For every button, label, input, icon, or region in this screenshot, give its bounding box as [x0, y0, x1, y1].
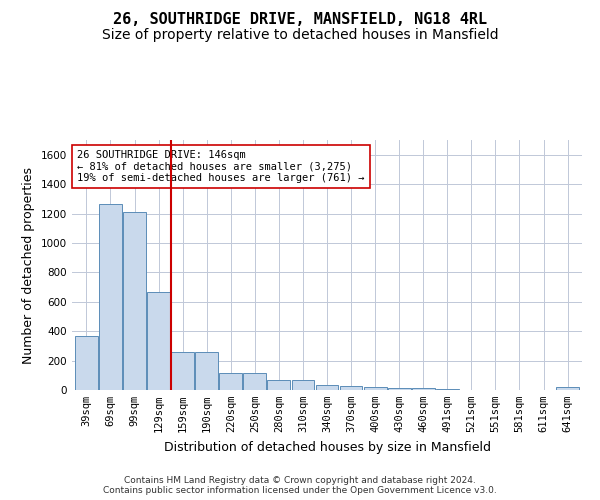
Bar	[244, 373, 266, 390]
Bar	[316, 385, 338, 390]
Text: 26, SOUTHRIDGE DRIVE, MANSFIELD, NG18 4RL: 26, SOUTHRIDGE DRIVE, MANSFIELD, NG18 4R…	[113, 12, 487, 28]
Bar	[340, 386, 362, 390]
Bar	[99, 204, 122, 390]
Bar	[364, 387, 386, 390]
Bar	[171, 352, 194, 390]
Bar	[147, 292, 170, 390]
Bar	[388, 388, 410, 390]
Bar	[292, 380, 314, 390]
X-axis label: Distribution of detached houses by size in Mansfield: Distribution of detached houses by size …	[163, 440, 491, 454]
Bar	[195, 352, 218, 390]
Bar	[268, 380, 290, 390]
Text: Contains HM Land Registry data © Crown copyright and database right 2024.
Contai: Contains HM Land Registry data © Crown c…	[103, 476, 497, 495]
Bar	[123, 212, 146, 390]
Text: 26 SOUTHRIDGE DRIVE: 146sqm
← 81% of detached houses are smaller (3,275)
19% of : 26 SOUTHRIDGE DRIVE: 146sqm ← 81% of det…	[77, 150, 365, 183]
Bar	[412, 388, 434, 390]
Text: Size of property relative to detached houses in Mansfield: Size of property relative to detached ho…	[101, 28, 499, 42]
Bar	[75, 336, 98, 390]
Bar	[556, 387, 579, 390]
Bar	[220, 373, 242, 390]
Y-axis label: Number of detached properties: Number of detached properties	[22, 166, 35, 364]
